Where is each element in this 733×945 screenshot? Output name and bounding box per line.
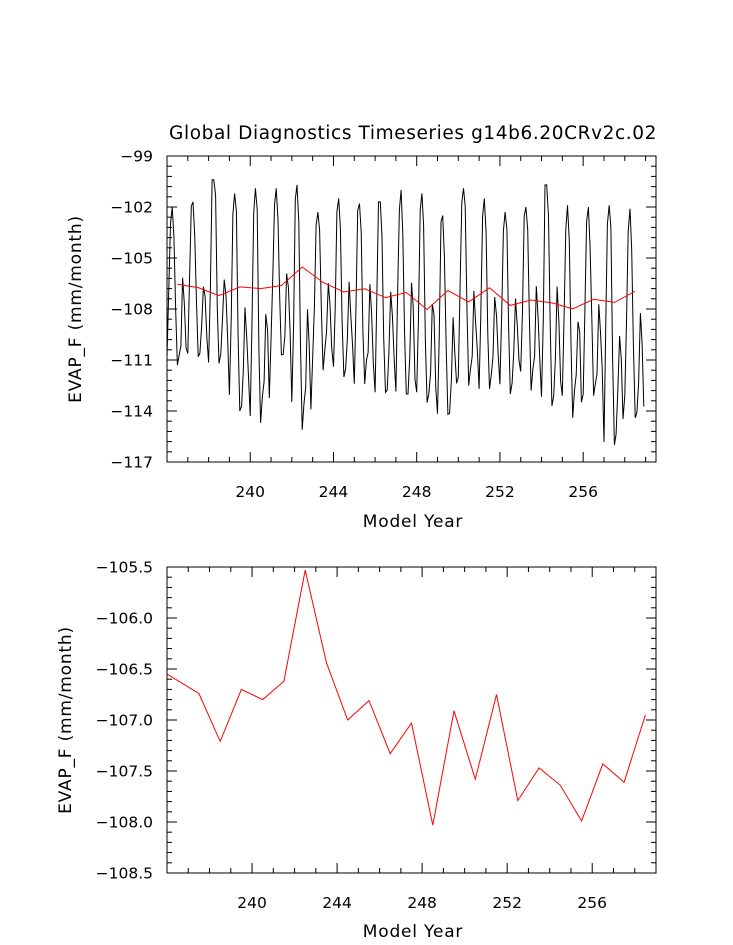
bottom-y-axis-label: EVAP_F (mm/month) [56,626,76,814]
x-tick-label: 240 [237,894,267,912]
top-x-axis-label: Model Year [363,512,463,532]
top-plot-frame [166,155,657,463]
top-minor-ticks [166,156,656,462]
y-tick-label: −117 [110,454,153,472]
y-tick-label: −111 [110,352,153,370]
y-tick-label: −107.0 [96,712,153,730]
bottom-x-axis-label: Model Year [363,922,463,942]
annual-mean-line [166,569,646,826]
y-tick-label: −114 [110,403,153,421]
y-tick-label: −102 [110,199,153,217]
top-panel: 240 244 248 252 256 −99−102−105−108−111−114−… [66,148,657,532]
figure-title: Global Diagnostics Timeseries g14b6.20CR… [169,123,657,144]
monthly-series-line [166,179,645,446]
y-tick-label: −106.5 [96,661,153,679]
y-tick-label: −106.0 [96,610,153,628]
x-tick-label: 252 [492,894,522,912]
x-tick-label: 256 [568,483,598,501]
top-major-ticks [167,155,656,463]
y-tick-label: −108 [110,301,153,319]
bottom-major-ticks [167,566,656,874]
y-tick-label: −105 [110,250,153,268]
x-tick-label: 248 [407,894,437,912]
y-tick-label: −107.5 [96,763,153,781]
bottom-plot-frame [166,566,657,874]
top-y-axis-label: EVAP_F (mm/month) [66,215,86,403]
bottom-panel: 240 244 248 252 256 −105.5 −106.0 −106.5 −107.0… [56,559,657,942]
annual-mean-series-line [177,266,636,311]
bottom-minor-ticks [166,567,657,873]
x-tick-label: 252 [485,483,515,501]
bottom-xtick-labels: 240 244 248 252 256 [237,894,607,912]
bottom-ytick-labels: −105.5 −106.0 −106.5 −107.0 −107.5 −108.0 −108… [96,559,153,883]
x-tick-label: 244 [319,483,349,501]
x-tick-label: 256 [577,894,607,912]
x-tick-label: 248 [402,483,432,501]
x-tick-label: 240 [235,483,265,501]
y-tick-label: −108.5 [96,865,153,883]
x-tick-label: 244 [322,894,352,912]
y-tick-label: −105.5 [96,559,153,577]
top-xtick-labels: 240 244 248 252 256 [235,483,598,501]
top-ytick-labels: −99 −102 −105 −108 −111 −114 −117 [110,148,153,472]
y-tick-label: −108.0 [96,814,153,832]
y-tick-label: −99 [120,148,153,166]
